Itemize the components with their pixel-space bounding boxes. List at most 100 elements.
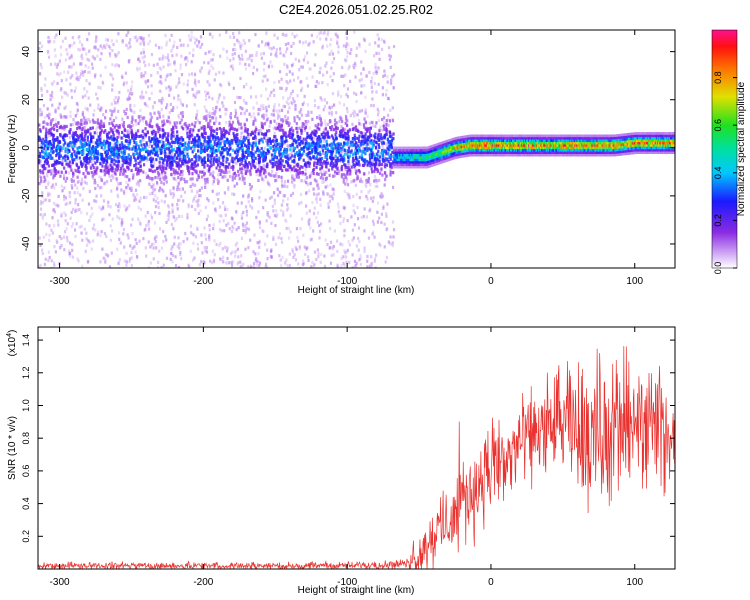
heatmap-cell (143, 156, 146, 160)
heatmap-cell (241, 107, 244, 111)
heatmap-cell (82, 171, 85, 176)
heatmap-cell (333, 164, 336, 168)
heatmap-cell (109, 127, 112, 131)
heatmap-cell (218, 243, 221, 247)
heatmap-cell (250, 154, 253, 158)
heatmap-cell (305, 180, 308, 185)
heatmap-cell (353, 30, 356, 34)
heatmap-cell (340, 164, 343, 169)
heatmap-cell (131, 176, 135, 180)
heatmap-cell (272, 191, 276, 195)
heatmap-cell (216, 163, 220, 167)
heatmap-cell (294, 245, 297, 250)
heatmap-cell (176, 207, 179, 211)
heatmap-cell (109, 46, 112, 50)
heatmap-cell (347, 166, 351, 170)
heatmap-cell (190, 60, 193, 64)
heatmap-cell (336, 143, 339, 147)
heatmap-cell (245, 136, 248, 140)
heatmap-cell (133, 104, 136, 108)
heatmap-cell (346, 87, 350, 91)
heatmap-cell (346, 183, 350, 187)
heatmap-cell (165, 136, 168, 140)
heatmap-cell (48, 192, 51, 197)
heatmap-cell (292, 255, 295, 259)
heatmap-cell (60, 244, 63, 248)
heatmap-cell (336, 202, 339, 206)
heatmap-cell (100, 153, 104, 157)
heatmap-cell (123, 245, 126, 249)
heatmap-cell (96, 155, 99, 159)
heatmap-cell (61, 146, 64, 150)
heatmap-cell (114, 64, 117, 68)
heatmap-cell (122, 83, 125, 87)
heatmap-cell (63, 106, 66, 110)
heatmap-cell (350, 180, 353, 184)
heatmap-cell (349, 172, 352, 176)
heatmap-cell (337, 90, 340, 94)
heatmap-cell (334, 163, 338, 167)
heatmap-cell (372, 230, 375, 234)
heatmap-cell (216, 136, 220, 140)
heatmap-cell (154, 143, 157, 147)
heatmap-cell (291, 250, 295, 254)
heatmap-cell (91, 141, 94, 145)
heatmap-cell (148, 152, 151, 156)
heatmap-cell (216, 100, 219, 104)
heatmap-cell (101, 247, 104, 251)
heatmap-cell (297, 169, 300, 173)
heatmap-cell (354, 141, 357, 145)
heatmap-cell (191, 182, 194, 186)
heatmap-cell (70, 145, 74, 149)
heatmap-cell (261, 228, 264, 233)
heatmap-cell (383, 165, 387, 169)
heatmap-cell (207, 135, 210, 140)
heatmap-cell (213, 253, 216, 257)
heatmap-cell (136, 170, 140, 174)
heatmap-cell (330, 111, 334, 115)
heatmap-cell (44, 153, 47, 157)
heatmap-cell (391, 74, 394, 79)
heatmap-cell (219, 241, 222, 245)
heatmap-cell (261, 114, 264, 118)
heatmap-cell (111, 49, 114, 53)
heatmap-cell (340, 264, 343, 268)
heatmap-cell (115, 203, 118, 207)
heatmap-cell (114, 54, 117, 58)
heatmap-cell (64, 115, 68, 119)
heatmap-cell (76, 180, 80, 184)
heatmap-cell (167, 58, 170, 63)
heatmap-cell (93, 109, 96, 113)
heatmap-cell (129, 45, 132, 49)
heatmap-cell (171, 260, 174, 264)
heatmap-cell (77, 138, 80, 142)
heatmap-cell (286, 185, 289, 189)
heatmap-cell (204, 183, 207, 187)
heatmap-cell (55, 33, 58, 37)
heatmap-cell (81, 95, 84, 99)
heatmap-cell (368, 135, 371, 139)
heatmap-cell (46, 152, 49, 156)
heatmap-cell (239, 44, 242, 48)
heatmap-cell (227, 148, 231, 152)
heatmap-cell (170, 222, 173, 226)
heatmap-cell (133, 110, 136, 114)
heatmap-cell (245, 221, 249, 225)
heatmap-cell (123, 109, 126, 114)
heatmap-cell (234, 254, 237, 258)
heatmap-cell (218, 156, 221, 160)
heatmap-cell (382, 206, 385, 210)
heatmap-cell (57, 204, 60, 208)
heatmap-cell (273, 131, 276, 135)
heatmap-cell (387, 152, 390, 156)
heatmap-cell (60, 236, 63, 241)
heatmap-cell (223, 171, 226, 175)
heatmap-cell (135, 254, 139, 259)
heatmap-cell (64, 91, 67, 95)
heatmap-cell (358, 122, 361, 126)
heatmap-cell (239, 122, 242, 126)
heatmap-cell (392, 228, 396, 232)
heatmap-cell (330, 194, 334, 198)
heatmap-cell (168, 120, 172, 124)
heatmap-cell (306, 182, 309, 186)
